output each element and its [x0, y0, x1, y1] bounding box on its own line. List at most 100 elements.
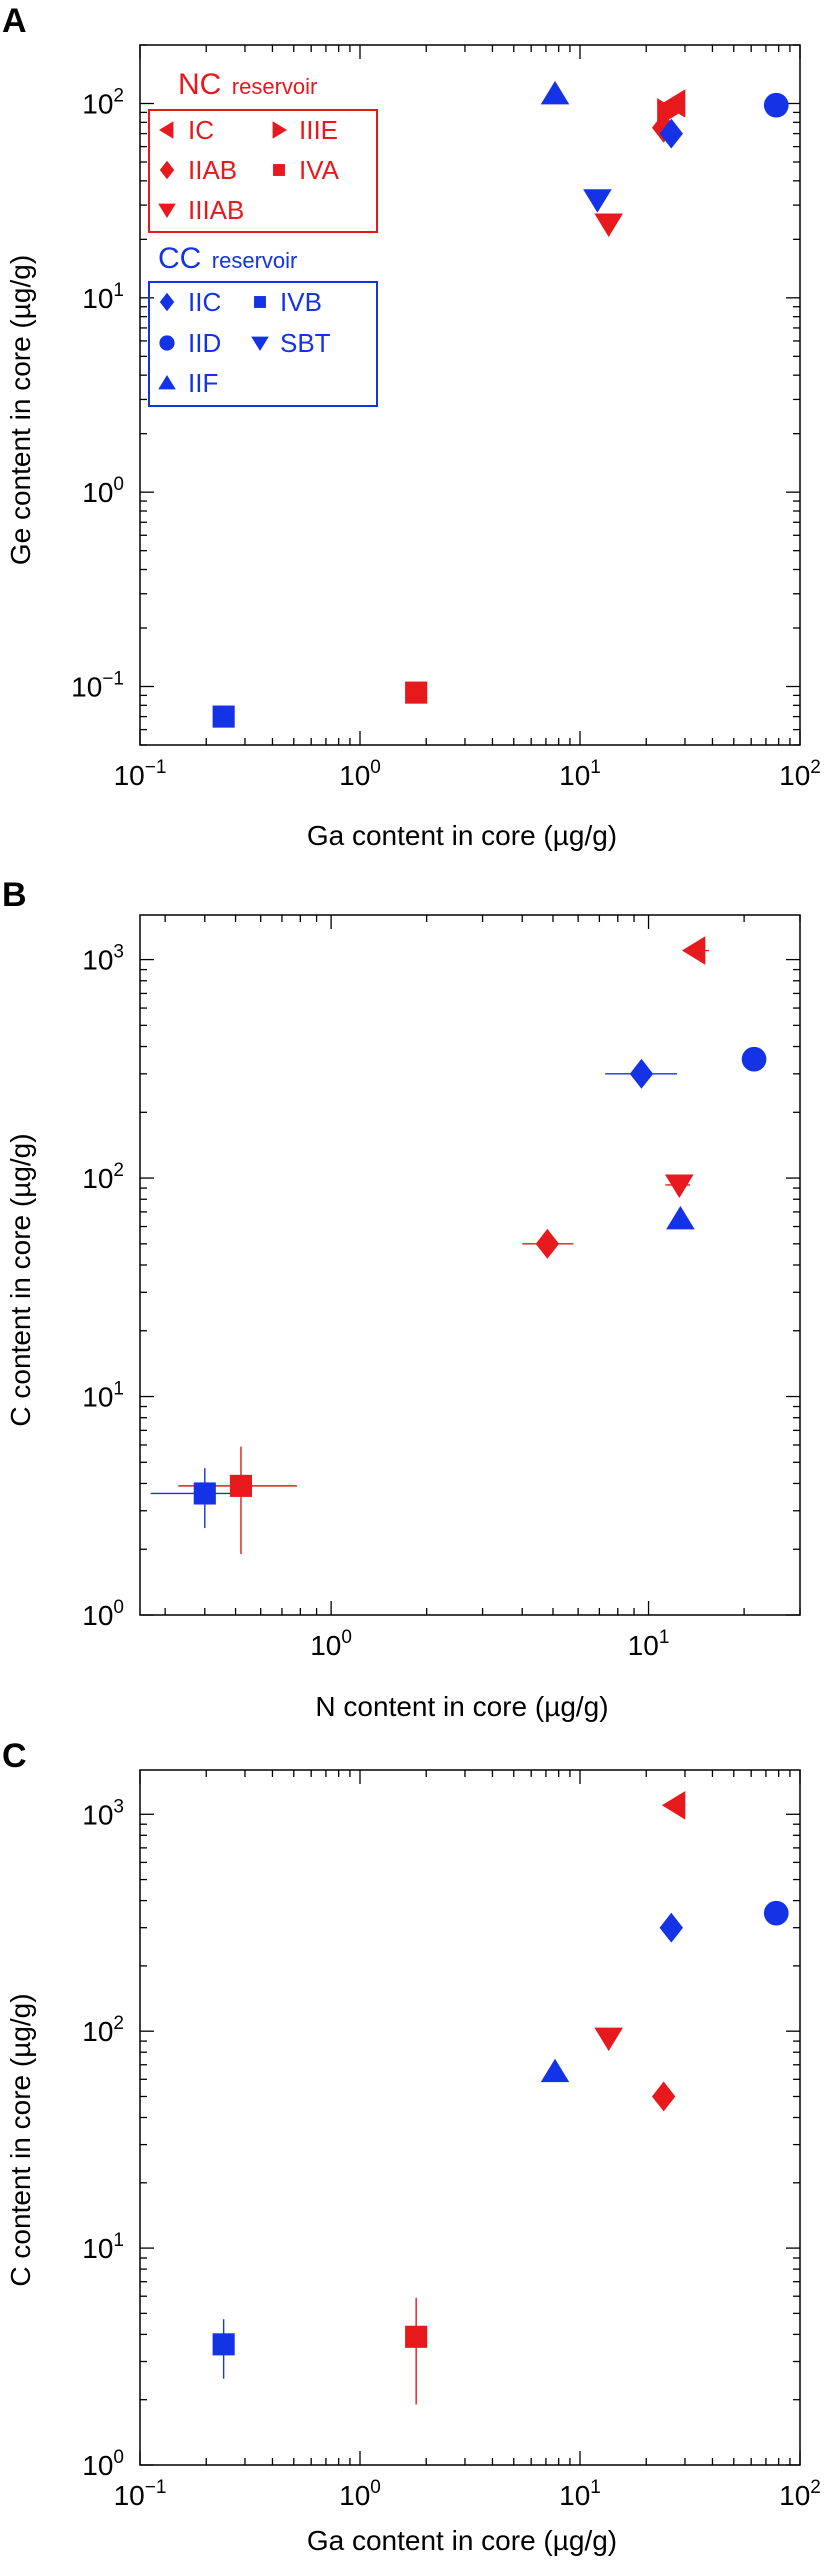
- legend-cc-iid-label: IID: [188, 328, 221, 358]
- legend-nc-iiie: IIIE: [272, 115, 338, 145]
- point-iva: [229, 1474, 253, 1497]
- plot-frame: [139, 914, 801, 1616]
- point-iva: [405, 2325, 428, 2348]
- panel-b-letter: B: [2, 876, 27, 914]
- triangle-down-marker-icon: [251, 336, 269, 351]
- panel-c-letter: C: [2, 1737, 27, 1775]
- y-tick-label: 103: [82, 1796, 124, 1830]
- point-iiiab: [594, 2027, 623, 2052]
- axis-ticks: [139, 44, 801, 746]
- legend-nc-iiiab: IIIAB: [158, 195, 244, 225]
- panel-a-xlabel: Ga content in core (µg/g): [307, 820, 617, 851]
- x-tick-label: 101: [559, 757, 601, 791]
- panel-a-plot: 10−1 100 101 102 10−1 100 101 102: [71, 44, 821, 791]
- diamond-marker-icon: [159, 160, 175, 180]
- triangle-up-marker-icon: [158, 375, 176, 390]
- point-iiiab: [665, 1174, 694, 1198]
- x-tick-label: 10−1: [114, 2477, 167, 2511]
- panel-b-xlabel: N content in core (µg/g): [315, 1691, 608, 1722]
- panel-a-ylabel: Ge content in core (µg/g): [5, 255, 36, 565]
- square-marker-icon: [254, 296, 266, 308]
- panel-c-ylabel: C content in core (µg/g): [5, 1993, 36, 2286]
- x-tick-label: 102: [779, 2477, 821, 2511]
- nc-legend-title-main: NC: [178, 68, 221, 101]
- point-ic: [681, 936, 706, 965]
- legend-nc-iiab: IIAB: [159, 155, 237, 185]
- legend-cc-iid: IID: [159, 328, 221, 358]
- triangle-right-marker-icon: [272, 121, 287, 139]
- point-iid: [763, 92, 789, 118]
- y-tick-label: 101: [82, 2230, 124, 2264]
- point-iif: [540, 2058, 570, 2083]
- point-iic: [629, 1058, 654, 1089]
- nc-legend-box: [148, 109, 378, 233]
- point-iif: [540, 80, 570, 105]
- legend-cc-iif-label: IIF: [188, 368, 218, 398]
- y-tick-label: 102: [82, 1160, 124, 1194]
- point-iiab: [535, 1228, 560, 1259]
- point-iiiab: [594, 213, 623, 237]
- square-marker-icon: [273, 164, 285, 176]
- point-sbt: [583, 189, 612, 213]
- panel-c-xlabel: Ga content in core (µg/g): [307, 2525, 617, 2556]
- x-tick-label: 100: [310, 1627, 352, 1661]
- legend-nc-ic-label: IC: [188, 115, 214, 145]
- y-tick-label: 10−1: [71, 668, 124, 702]
- panel-b-plot: 100 101 100 101 102 103: [82, 914, 801, 1661]
- point-iid: [763, 1900, 789, 1926]
- cc-legend-title-sub: reservoir: [212, 248, 298, 273]
- x-tick-label: 101: [628, 1627, 670, 1661]
- legend-nc-ic: IC: [159, 115, 214, 145]
- legend-nc-iiab-label: IIAB: [188, 155, 237, 185]
- nc-legend-title-sub: reservoir: [232, 74, 318, 99]
- plot-frame: [139, 44, 801, 746]
- panel-a-legend: NC reservoir IC IIIE IIAB IVA IIIAB: [148, 68, 378, 407]
- panel-b: B 100 101 100 101 102 103 N content in core (…: [2, 876, 801, 1722]
- point-iva: [405, 681, 428, 704]
- data-points: [212, 1790, 789, 2405]
- y-tick-label: 102: [82, 2013, 124, 2047]
- legend-cc-iic-label: IIC: [188, 287, 221, 317]
- x-tick-label: 100: [339, 2477, 381, 2511]
- point-iiab: [651, 2081, 676, 2112]
- y-tick-label: 100: [82, 474, 124, 508]
- point-iiab: [651, 112, 676, 143]
- legend-nc-iiie-label: IIIE: [299, 115, 338, 145]
- y-tick-label: 103: [82, 942, 124, 976]
- circle-marker-icon: [159, 335, 175, 351]
- y-tick-label: 100: [82, 2447, 124, 2481]
- x-tick-label: 102: [779, 757, 821, 791]
- panel-a-letter: A: [2, 2, 27, 40]
- point-iid: [741, 1046, 767, 1072]
- x-tick-label: 10−1: [114, 757, 167, 791]
- point-iic: [659, 118, 683, 149]
- point-ivb: [212, 705, 235, 728]
- point-ic: [661, 89, 686, 118]
- x-tick-label: 100: [339, 757, 381, 791]
- legend-nc-iva-label: IVA: [299, 155, 340, 185]
- panel-a: A 10−1 100 101 102 10−1 100 101 102 Ga content …: [2, 2, 821, 851]
- legend-cc-ivb: IVB: [254, 287, 322, 317]
- legend-cc-iic: IIC: [159, 287, 221, 317]
- legend-nc-iva: IVA: [273, 155, 340, 185]
- diamond-marker-icon: [159, 292, 175, 312]
- point-iic: [659, 1912, 683, 1943]
- legend-cc-ivb-label: IVB: [280, 287, 322, 317]
- legend-nc-iiiab-label: IIIAB: [188, 195, 244, 225]
- point-ivb: [212, 2333, 235, 2356]
- data-points: [150, 936, 767, 1555]
- x-tick-label: 101: [559, 2477, 601, 2511]
- y-tick-label: 101: [82, 280, 124, 314]
- point-ivb: [193, 1482, 216, 1505]
- axis-ticks: [139, 1770, 801, 2466]
- cc-legend-title: CC reservoir: [158, 242, 297, 275]
- legend-cc-sbt: SBT: [251, 328, 331, 358]
- cc-legend-title-main: CC: [158, 242, 201, 275]
- triangle-left-marker-icon: [159, 121, 174, 139]
- y-tick-label: 102: [82, 86, 124, 120]
- legend-cc-sbt-label: SBT: [280, 328, 331, 358]
- triangle-down-marker-icon: [158, 203, 176, 218]
- cc-legend-box: [148, 281, 378, 407]
